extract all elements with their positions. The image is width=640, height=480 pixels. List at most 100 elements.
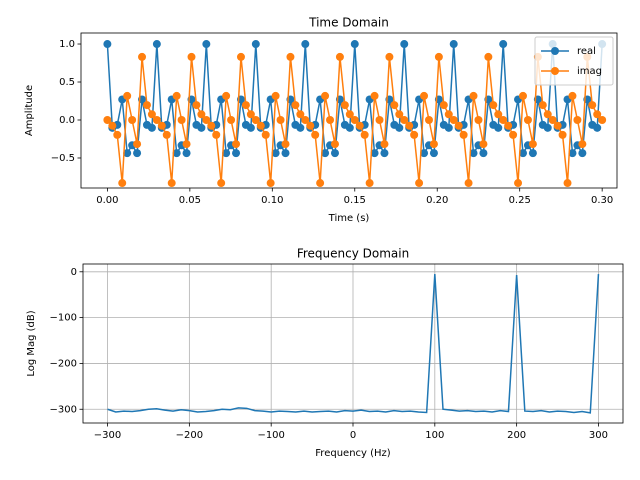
marker	[400, 40, 409, 49]
marker	[330, 140, 339, 149]
marker	[528, 140, 537, 149]
marker	[459, 130, 468, 139]
marker	[123, 149, 132, 158]
marker	[375, 115, 384, 124]
marker	[113, 130, 122, 139]
marker	[271, 149, 280, 158]
series-line	[106, 43, 603, 156]
marker	[360, 130, 369, 139]
marker	[271, 91, 280, 100]
marker	[133, 149, 142, 158]
legend: real imag	[534, 36, 614, 86]
marker	[420, 149, 429, 158]
marker	[395, 110, 404, 119]
marker	[370, 149, 379, 158]
marker	[598, 115, 607, 124]
marker	[222, 149, 231, 158]
series-line	[107, 274, 600, 414]
marker	[370, 91, 379, 100]
x-tick-label: 0.20	[426, 195, 448, 206]
y-tick-label: −200	[50, 358, 77, 369]
axes-frame	[80, 32, 618, 189]
marker	[558, 130, 567, 139]
marker	[568, 91, 577, 100]
x-tick-label: −100	[257, 430, 284, 441]
marker	[291, 101, 300, 110]
marker	[177, 115, 186, 124]
marker	[395, 123, 404, 132]
x-tick-label: 0.05	[179, 195, 201, 206]
marker	[588, 101, 597, 110]
marker	[390, 101, 399, 110]
marker	[345, 123, 354, 132]
x-tick-label: 0.10	[261, 195, 283, 206]
marker	[444, 110, 453, 119]
marker	[162, 130, 171, 139]
marker	[172, 91, 181, 100]
marker	[138, 52, 147, 61]
y-tick-label: 0.0	[59, 115, 75, 126]
marker	[152, 40, 161, 49]
y-tick-label: −0.5	[51, 153, 75, 164]
marker	[350, 115, 359, 124]
marker	[321, 91, 330, 100]
marker	[479, 140, 488, 149]
marker	[444, 123, 453, 132]
marker	[484, 52, 493, 61]
marker	[301, 115, 310, 124]
marker	[108, 121, 117, 130]
marker	[573, 115, 582, 124]
marker	[172, 149, 181, 158]
marker	[311, 130, 320, 139]
marker	[499, 40, 508, 49]
marker	[380, 149, 389, 158]
marker	[281, 149, 290, 158]
legend-label: imag	[577, 66, 602, 77]
marker	[316, 179, 325, 188]
marker	[207, 121, 216, 130]
marker	[543, 123, 552, 132]
marker	[563, 179, 572, 188]
marker	[504, 121, 513, 130]
marker	[405, 121, 414, 130]
marker	[236, 52, 245, 61]
y-axis-label: Log Mag (dB)	[26, 310, 37, 376]
marker	[449, 40, 458, 49]
marker	[202, 40, 211, 49]
axes: 0.00 0.05 0.10 0.15 0.20 0.25 0.30 −0.5 0.0 0.5 1.…	[24, 16, 618, 224]
marker	[222, 91, 231, 100]
marker	[246, 123, 255, 132]
marker	[553, 121, 562, 130]
x-tick-label: 0.30	[591, 195, 613, 206]
marker	[217, 179, 226, 188]
marker	[232, 149, 241, 158]
marker	[251, 115, 260, 124]
marker	[286, 52, 295, 61]
marker	[192, 101, 201, 110]
y-axis-label: Amplitude	[24, 85, 35, 136]
y-tick-label: −100	[50, 313, 77, 324]
marker	[276, 115, 285, 124]
x-tick-label: 300	[589, 430, 608, 441]
marker	[538, 101, 547, 110]
legend-label: real	[577, 46, 596, 57]
y-tick-label: −300	[50, 404, 77, 415]
marker	[355, 121, 364, 130]
marker	[296, 123, 305, 132]
marker	[202, 115, 211, 124]
marker	[518, 91, 527, 100]
axes-title: Frequency Domain	[297, 247, 409, 261]
marker	[182, 149, 191, 158]
marker	[296, 110, 305, 119]
marker	[518, 149, 527, 158]
marker	[365, 179, 374, 188]
marker	[578, 149, 587, 158]
marker	[385, 52, 394, 61]
marker	[543, 110, 552, 119]
marker	[147, 110, 156, 119]
marker	[167, 179, 176, 188]
x-tick-label: −300	[94, 430, 121, 441]
marker	[474, 115, 483, 124]
marker	[128, 115, 137, 124]
marker	[593, 110, 602, 119]
